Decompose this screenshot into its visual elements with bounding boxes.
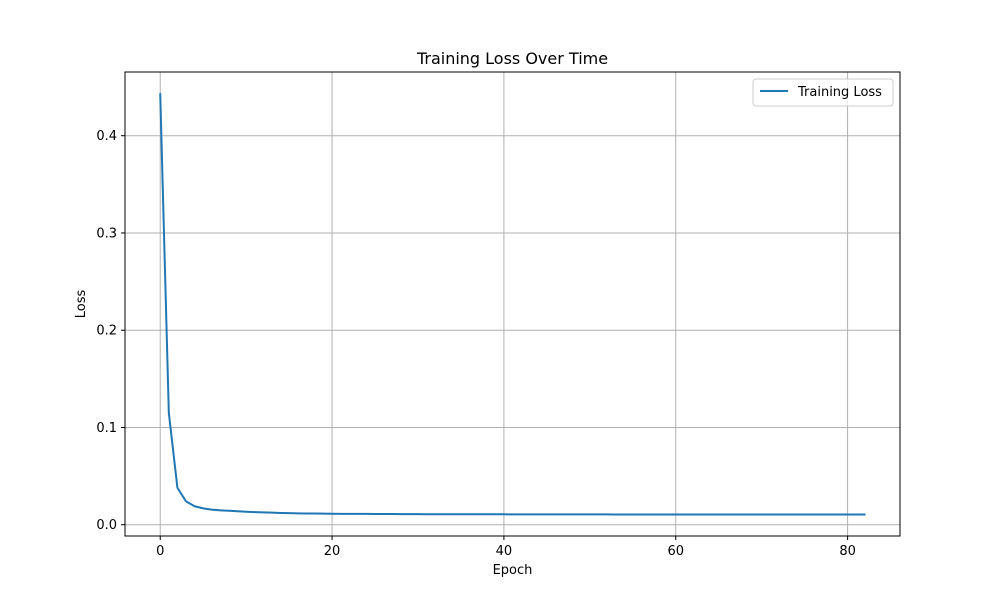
series-layer (159, 92, 866, 516)
x-axis-label: Epoch (493, 563, 533, 578)
y-tick-label: 0.4 (96, 129, 117, 144)
y-tick-label: 0.3 (96, 226, 117, 241)
chart-title: Training Loss Over Time (416, 49, 608, 68)
plot-frame (124, 71, 901, 537)
y-tick-label: 0.1 (96, 421, 117, 436)
x-tick-label: 80 (839, 544, 856, 559)
x-tick-label: 20 (324, 544, 341, 559)
x-axis: 0 20 40 60 80 (156, 536, 856, 559)
legend-label-training-loss: Training Loss (797, 85, 882, 100)
grid-lines (125, 72, 900, 536)
y-tick-label: 0.2 (96, 324, 117, 339)
series-line-training-loss (159, 92, 866, 516)
legend: Training Loss (752, 78, 894, 107)
legend-box (752, 78, 894, 107)
x-tick-label: 0 (156, 544, 164, 559)
x-tick-label: 40 (496, 544, 513, 559)
y-axis-label: Loss (74, 290, 89, 319)
y-tick-label: 0.0 (96, 518, 117, 533)
y-axis: 0.0 0.1 0.2 0.3 0.4 (96, 129, 125, 533)
x-tick-label: 60 (667, 544, 684, 559)
